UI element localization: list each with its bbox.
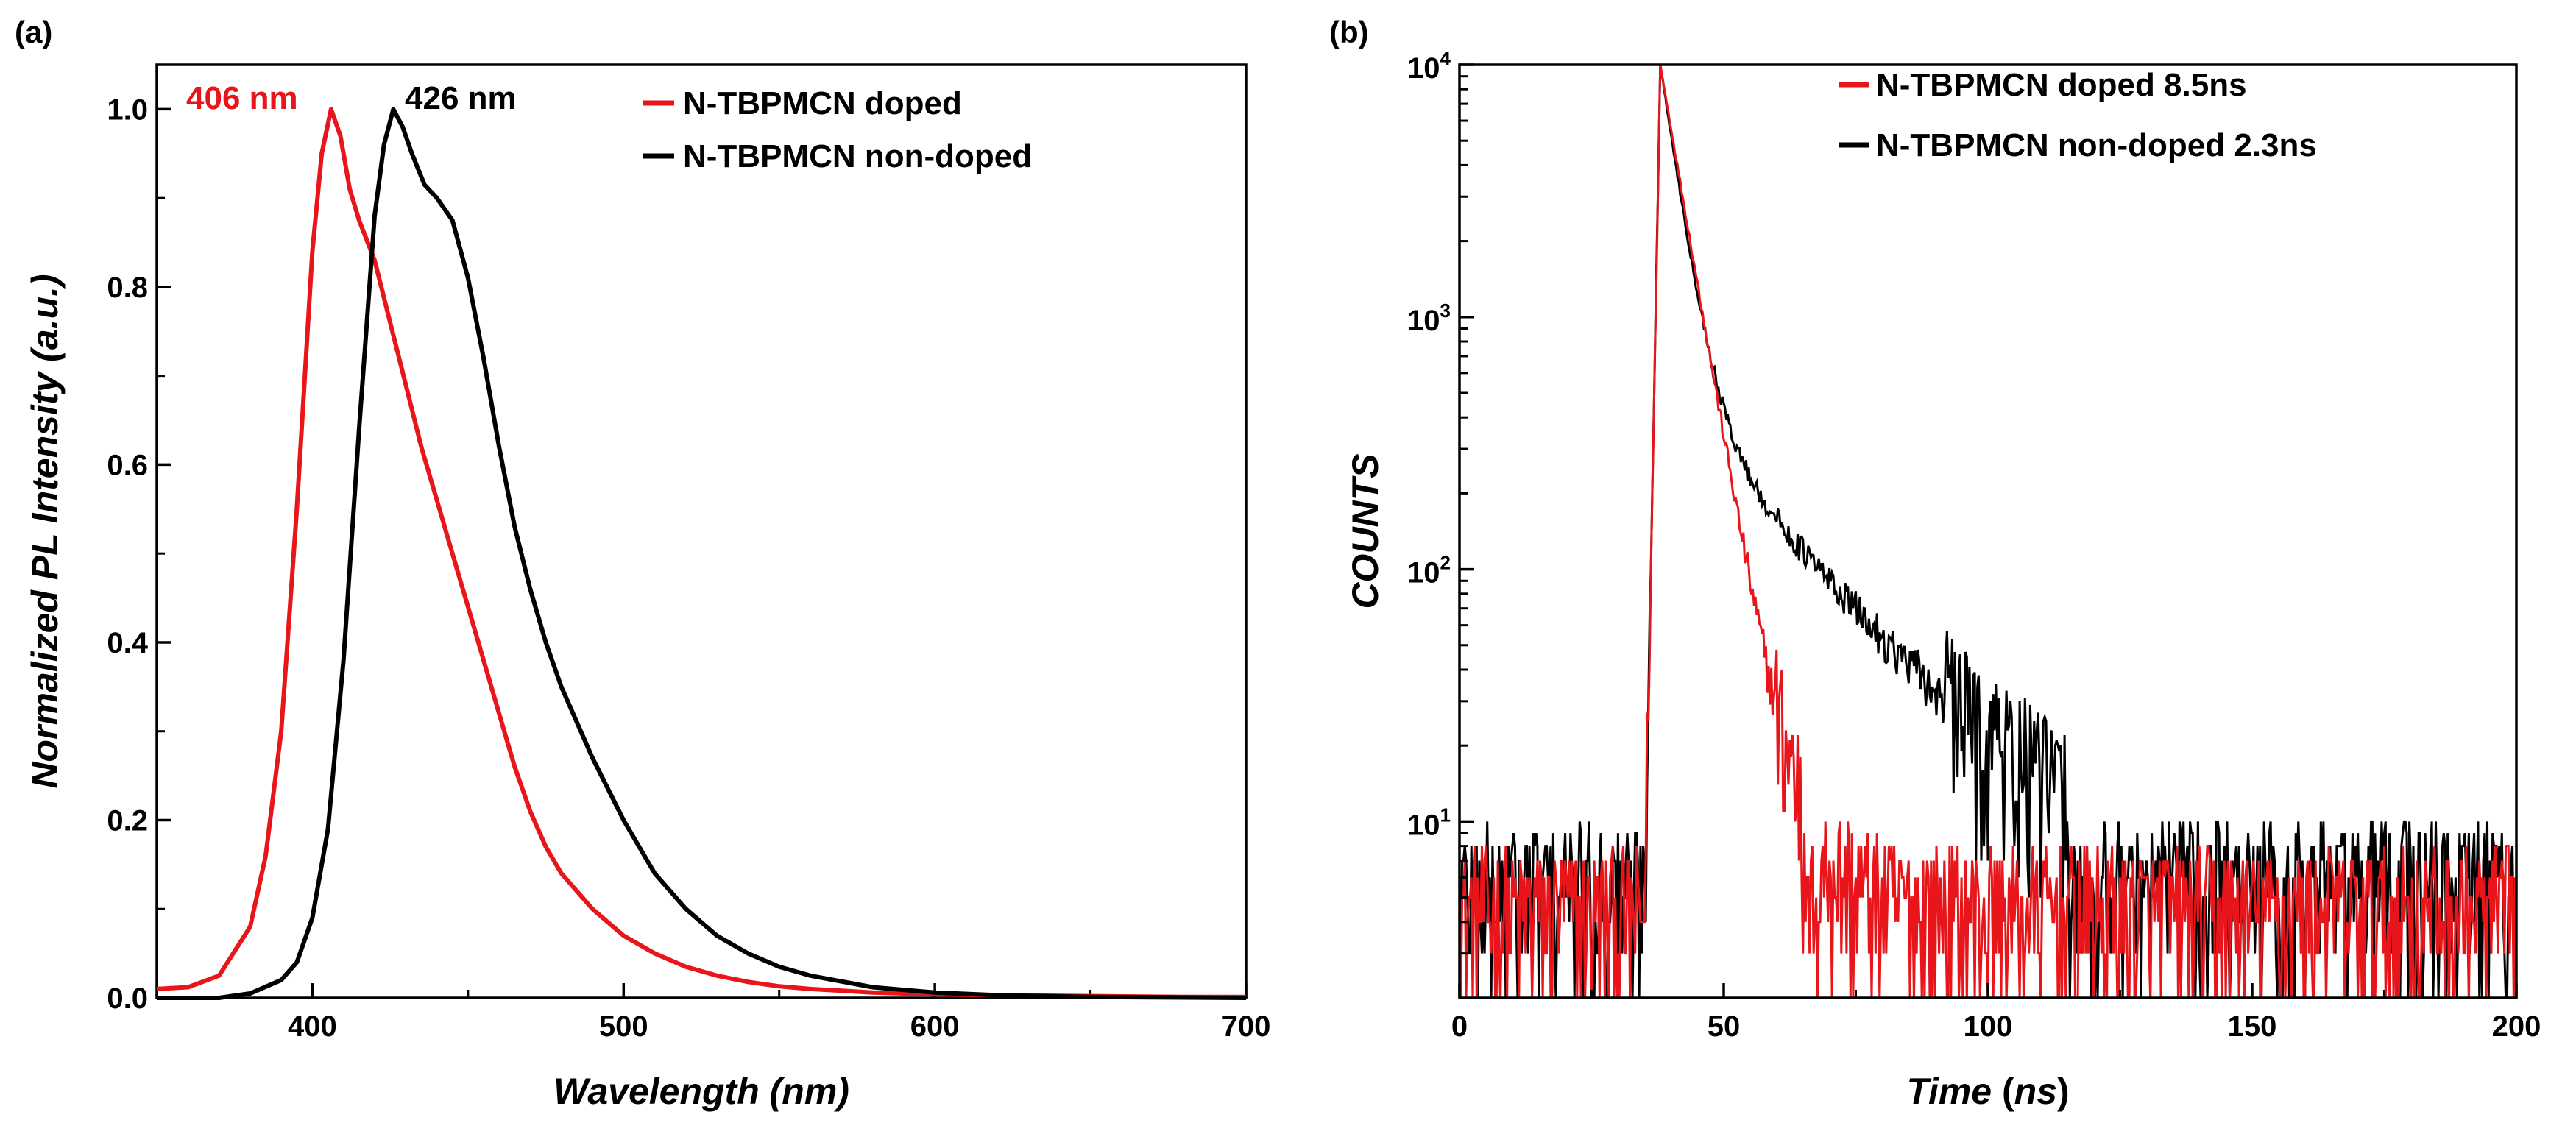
panel-b-legend: N-TBPMCN doped 8.5ns N-TBPMCN non-doped … [1839, 67, 2317, 163]
panel-b-x-tick-label: 50 [1708, 1010, 1741, 1043]
panel-b-series-doped-line [1459, 65, 2516, 998]
panel-b-y-axis-title: COUNTS [1345, 453, 1386, 609]
panel-a-y-tick-label: 0.2 [107, 804, 148, 837]
panel-b-y-tick-exponent: 3 [1440, 300, 1451, 322]
panel-a-y-tick-label: 0.8 [107, 272, 148, 304]
panel-b-x-tick-label: 200 [2492, 1010, 2541, 1043]
panel-a-x-tick-label: 500 [599, 1010, 648, 1043]
panel-a-legend: N-TBPMCN doped N-TBPMCN non-doped [643, 85, 1032, 174]
panel-b-y-tick-exponent: 1 [1440, 804, 1451, 826]
panel-b-y-tick-base: 10 [1407, 52, 1440, 85]
panel-b-x-tick-label: 100 [1964, 1010, 2013, 1043]
panel-b-y-tick-label: 101 [1407, 804, 1451, 841]
panel-a-x-tick-label: 700 [1222, 1010, 1271, 1043]
panel-b-y-tick-label: 103 [1407, 300, 1451, 337]
panel-b-x-axis-title-main: Time [1906, 1071, 1992, 1112]
panel-a-y-tick-label: 0.6 [107, 449, 148, 481]
panel-a-legend-label-doped: N-TBPMCN doped [683, 85, 962, 121]
panel-a-x-axis-title: Wavelength (nm) [553, 1071, 849, 1112]
panel-b-ticks [1458, 63, 2518, 999]
panel-a-peak-annotation-doped: 406 nm [186, 80, 298, 116]
panel-b-legend-label-doped: N-TBPMCN doped 8.5ns [1876, 67, 2247, 103]
panel-a-series-doped-line [156, 107, 1246, 999]
panel-b-x-tick-label: 0 [1451, 1010, 1468, 1043]
panel-b-y-tick-base: 10 [1407, 809, 1440, 841]
panel-a-x-tick-label: 600 [910, 1010, 960, 1043]
panel-a-x-tick-label: 400 [288, 1010, 337, 1043]
panel-b-y-tick-label: 104 [1407, 47, 1451, 85]
panel-b-x-axis-title-unit: ns [2014, 1071, 2057, 1112]
panel-a-legend-label-non-doped: N-TBPMCN non-doped [683, 138, 1032, 174]
panel-b-y-tick-exponent: 4 [1440, 47, 1451, 69]
panel-b-series-non-doped-line [1459, 65, 2516, 998]
panel-b-x-axis-title: Time (ns) [1906, 1071, 2069, 1112]
panel-a-frame [155, 63, 1248, 999]
panel-b-x-tick-label: 150 [2228, 1010, 2277, 1043]
panel-a-label: (a) [15, 15, 52, 49]
panel-a-peak-annotation-non-doped: 426 nm [405, 80, 517, 116]
panel-b-legend-label-non-doped: N-TBPMCN non-doped 2.3ns [1876, 127, 2317, 163]
panel-a-y-tick-label: 1.0 [107, 93, 148, 126]
panel-b-y-tick-base: 10 [1407, 557, 1440, 589]
panel-b-y-tick-base: 10 [1407, 305, 1440, 337]
panel-b-y-tick-exponent: 2 [1440, 552, 1451, 574]
panel-a-y-tick-label: 0.4 [107, 627, 148, 659]
panel-a-y-axis-title: Normalized PL Intensity (a.u.) [24, 274, 66, 788]
panel-b-y-tick-label: 102 [1407, 552, 1451, 589]
panel-a-series-non-doped-line [157, 107, 1247, 1000]
panel-a: (a) 400 500 600 700 0.0 0.2 0.4 0.6 0.8 … [15, 15, 1270, 1112]
panel-b: (b) 0 50 100 150 200 101 102 103 104 Tim… [1329, 15, 2541, 1112]
panel-a-y-tick-label: 0.0 [107, 982, 148, 1015]
panel-b-label: (b) [1329, 15, 1369, 49]
